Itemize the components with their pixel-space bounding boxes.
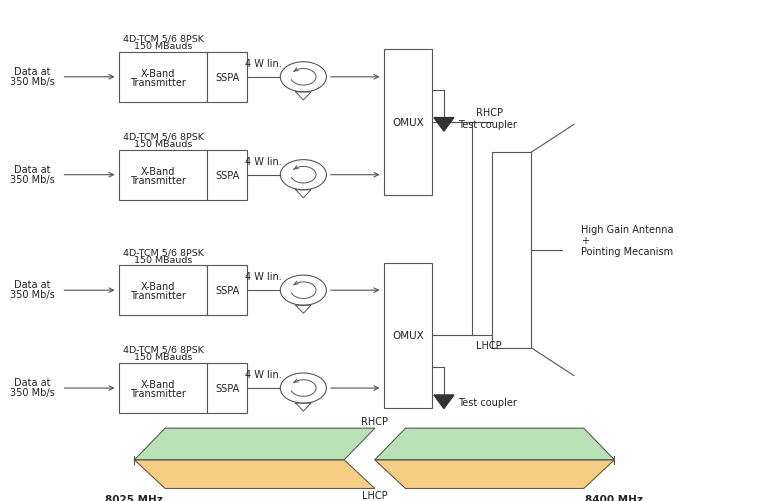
Text: X-Band: X-Band: [141, 69, 175, 79]
Polygon shape: [375, 428, 614, 460]
Text: 8400 MHz: 8400 MHz: [585, 494, 644, 501]
Polygon shape: [134, 460, 375, 488]
Text: 150 MBauds: 150 MBauds: [134, 42, 193, 51]
Polygon shape: [434, 118, 454, 132]
Circle shape: [280, 63, 326, 93]
Text: Transmitter: Transmitter: [130, 388, 186, 398]
Circle shape: [280, 160, 326, 190]
Text: X-Band: X-Band: [141, 166, 175, 176]
Bar: [119, 363, 207, 413]
Text: SSPA: SSPA: [215, 170, 240, 180]
Text: 8025 MHz: 8025 MHz: [105, 494, 164, 501]
Text: X-Band: X-Band: [141, 282, 175, 292]
Text: RHCP: RHCP: [476, 108, 503, 118]
Text: +: +: [581, 235, 589, 245]
Text: 4 W lin.: 4 W lin.: [246, 272, 282, 282]
Text: Data at: Data at: [14, 67, 51, 77]
Text: 350 Mb/s: 350 Mb/s: [10, 387, 55, 397]
Bar: [119, 266, 207, 316]
Text: OMUX: OMUX: [392, 118, 424, 128]
Text: Data at: Data at: [14, 164, 51, 174]
Bar: [207, 53, 247, 103]
Bar: [384, 50, 432, 195]
Bar: [207, 150, 247, 200]
Circle shape: [280, 373, 326, 403]
Text: 4D-TCM 5/6 8PSK: 4D-TCM 5/6 8PSK: [123, 132, 204, 141]
Text: 350 Mb/s: 350 Mb/s: [10, 290, 55, 300]
Bar: [207, 363, 247, 413]
Text: High Gain Antenna: High Gain Antenna: [581, 224, 674, 234]
Text: SSPA: SSPA: [215, 73, 240, 83]
Text: 150 MBauds: 150 MBauds: [134, 140, 193, 149]
Text: LHCP: LHCP: [476, 341, 502, 351]
Text: 150 MBauds: 150 MBauds: [134, 353, 193, 362]
Bar: [207, 266, 247, 316]
Text: LHCP: LHCP: [362, 490, 388, 500]
Polygon shape: [134, 428, 375, 460]
Circle shape: [280, 276, 326, 306]
Text: 4D-TCM 5/6 8PSK: 4D-TCM 5/6 8PSK: [123, 35, 204, 44]
Text: Transmitter: Transmitter: [130, 175, 186, 185]
Text: 150 MBauds: 150 MBauds: [134, 255, 193, 264]
Text: X-Band: X-Band: [141, 379, 175, 389]
Text: 4D-TCM 5/6 8PSK: 4D-TCM 5/6 8PSK: [123, 345, 204, 354]
Text: 350 Mb/s: 350 Mb/s: [10, 77, 55, 87]
Text: Test coupler: Test coupler: [458, 397, 517, 407]
Text: Data at: Data at: [14, 280, 51, 290]
Text: Test coupler: Test coupler: [458, 120, 517, 130]
Text: 4 W lin.: 4 W lin.: [246, 156, 282, 166]
Text: SSPA: SSPA: [215, 383, 240, 393]
Text: OMUX: OMUX: [392, 331, 424, 341]
Bar: [119, 53, 207, 103]
Text: 350 Mb/s: 350 Mb/s: [10, 174, 55, 184]
Polygon shape: [434, 395, 454, 409]
Text: Data at: Data at: [14, 377, 51, 387]
Polygon shape: [375, 460, 614, 488]
Text: SSPA: SSPA: [215, 286, 240, 296]
Text: Transmitter: Transmitter: [130, 78, 186, 88]
Bar: [492, 153, 531, 348]
Text: RHCP: RHCP: [361, 416, 389, 426]
Bar: [384, 263, 432, 408]
Text: 4 W lin.: 4 W lin.: [246, 59, 282, 69]
Bar: [119, 150, 207, 200]
Text: Transmitter: Transmitter: [130, 291, 186, 301]
Text: 4D-TCM 5/6 8PSK: 4D-TCM 5/6 8PSK: [123, 247, 204, 257]
Text: Pointing Mecanism: Pointing Mecanism: [581, 246, 674, 257]
Text: 4 W lin.: 4 W lin.: [246, 369, 282, 379]
